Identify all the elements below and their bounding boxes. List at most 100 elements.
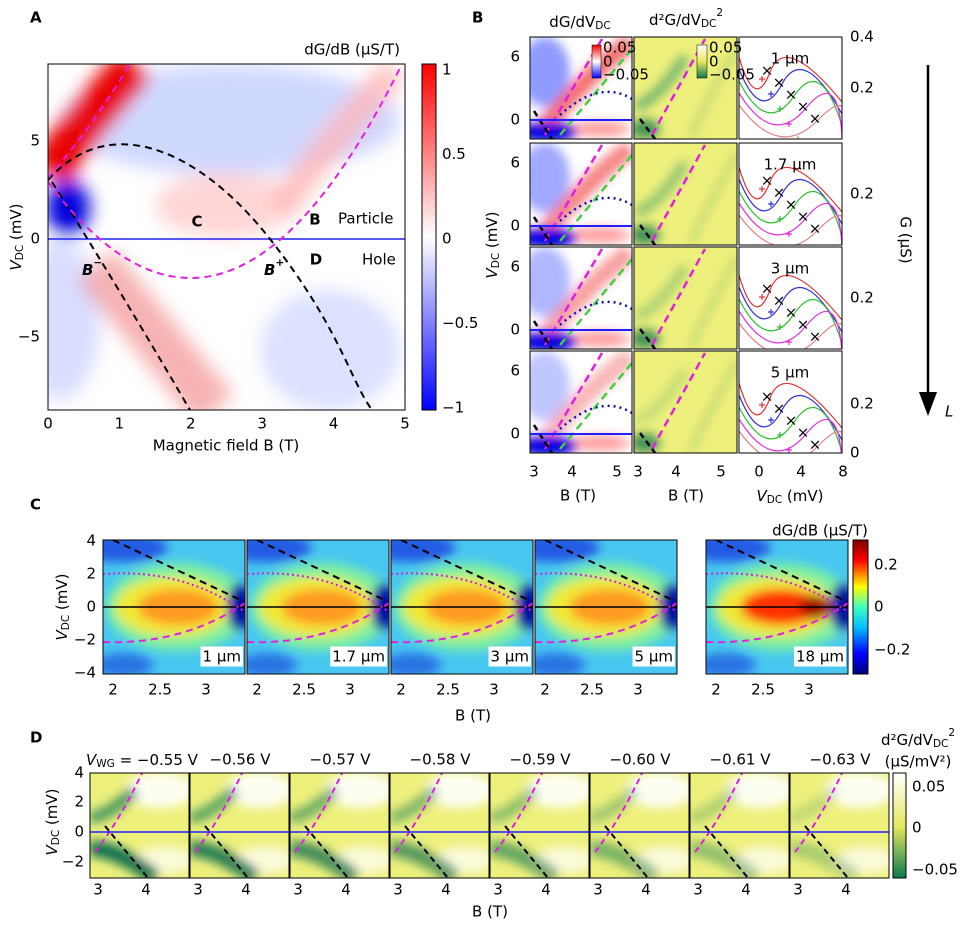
colorbar-title-part: d²G/dV <box>881 731 934 749</box>
gate-label: −0.58 V <box>410 751 472 769</box>
annotation: B+ <box>264 257 284 279</box>
blob <box>247 653 297 674</box>
dashed-curve <box>532 216 554 245</box>
axes-frame <box>529 36 633 140</box>
length-label: 1 µm <box>203 648 241 666</box>
dashed-curve <box>650 144 707 242</box>
blob <box>530 351 570 421</box>
colorbar-title: dG/dB (µS/T) <box>772 522 868 540</box>
y-tick-label: 6 <box>510 362 520 380</box>
panel-letter: B <box>472 9 483 27</box>
colorbar-tick-label: 0 <box>442 230 452 248</box>
column-title-part: DC <box>595 20 610 32</box>
marker: × <box>785 412 798 430</box>
blob <box>490 840 560 878</box>
annotation-part: B <box>264 261 275 279</box>
y-tick-label: 2 <box>74 793 84 811</box>
column-title-part: 2 <box>716 7 723 19</box>
label-box <box>330 646 387 667</box>
x-axis-label-part: (mV) <box>782 487 823 505</box>
axes-frame <box>789 772 890 879</box>
axes-frame <box>633 36 738 140</box>
annotation: D <box>310 251 322 269</box>
blob <box>48 64 151 185</box>
marker: × <box>809 436 822 454</box>
axes-frame <box>89 772 190 879</box>
dashed-curve <box>650 352 707 450</box>
axes-frame <box>389 772 490 879</box>
dashed-curve <box>394 773 443 853</box>
label-box <box>793 646 846 667</box>
colorbar-tick-label: −0.5 <box>442 314 478 332</box>
panel-content <box>790 773 889 878</box>
y-tick-label: 5 <box>30 132 40 150</box>
x-tick-label: 2 <box>108 681 118 699</box>
x-tick-label: 3 <box>393 881 403 899</box>
marker <box>759 402 765 408</box>
trace <box>739 322 842 349</box>
blob <box>687 151 737 245</box>
blob <box>525 773 589 808</box>
annotation: C <box>191 213 202 231</box>
trace <box>739 56 842 103</box>
x-tick-label: 5 <box>400 415 410 433</box>
blob <box>706 540 771 562</box>
blob <box>530 143 570 213</box>
marker: × <box>785 304 798 322</box>
panel-letter: D <box>30 729 42 747</box>
x-tick-label: 3 <box>93 881 103 899</box>
gate-label-part: −0.55 V <box>137 751 199 769</box>
colorbar-tick-label: −0.2 <box>874 641 910 659</box>
marker: × <box>797 208 810 226</box>
x-tick-label: 3 <box>493 881 503 899</box>
x-tick-label: 2.5 <box>436 681 460 699</box>
blob <box>634 54 690 112</box>
blob <box>687 359 737 453</box>
x-tick-label: 2 <box>711 681 721 699</box>
trace <box>739 214 842 245</box>
dashed-curve <box>103 602 245 644</box>
blob <box>530 436 578 453</box>
blob <box>530 37 570 107</box>
dotted-curve <box>391 572 533 613</box>
axes-frame <box>633 246 738 350</box>
dotted-curve <box>103 572 245 613</box>
dashed-curve <box>256 540 389 603</box>
panel-content: ××××× <box>739 351 842 454</box>
colorbar-title: d²G/dVDC2 <box>881 727 955 750</box>
colorbar-title-part: DC <box>933 738 948 750</box>
inset-colorbar <box>696 44 708 79</box>
plot-bg <box>739 351 842 453</box>
marker <box>759 294 765 300</box>
label-box <box>488 646 531 667</box>
blob <box>530 228 578 245</box>
length-label: 1.7 µm <box>332 648 385 666</box>
length-label: 3 µm <box>771 260 809 278</box>
axes-frame <box>738 142 843 246</box>
marker: × <box>809 110 822 128</box>
blob <box>570 435 630 451</box>
panel-content <box>634 351 737 453</box>
dashed-curve <box>704 825 749 878</box>
blob <box>706 653 756 674</box>
dashed-curve <box>48 143 373 410</box>
annotation-part: + <box>275 257 284 269</box>
x-tick-label: 3 <box>489 681 499 699</box>
dashed-curve <box>247 602 389 644</box>
axes-frame <box>529 350 633 454</box>
marker <box>786 339 792 345</box>
y-tick-label: 4 <box>74 764 84 782</box>
marker: × <box>797 316 810 334</box>
blob <box>90 785 140 824</box>
dashed-curve <box>112 540 245 603</box>
label-box <box>632 646 675 667</box>
inset-tick-label: 0.05 <box>603 39 636 57</box>
trace <box>739 166 842 213</box>
y-tick-label: 0 <box>510 321 520 339</box>
blob <box>687 255 737 349</box>
inset-tick-label: 0 <box>709 53 719 71</box>
x-tick-label: 3 <box>257 415 267 433</box>
axes-frame <box>738 350 843 454</box>
x-tick-label: 4 <box>441 881 451 899</box>
